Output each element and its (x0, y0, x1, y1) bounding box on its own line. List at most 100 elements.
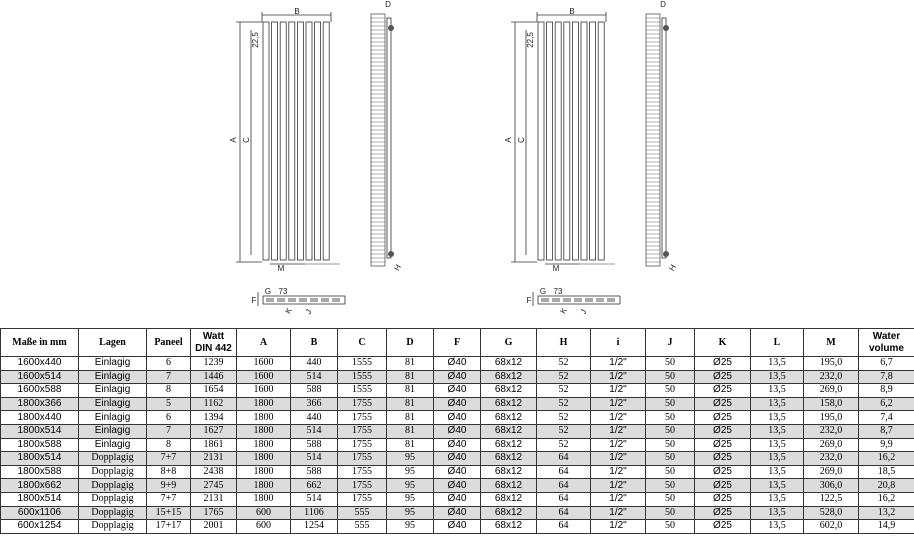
table-cell: 1/2" (590, 505, 646, 521)
table-cell: 64 (536, 451, 591, 466)
table-cell: 9+9 (146, 478, 191, 493)
table-cell: 1800x366 (0, 396, 79, 412)
table-cell: 68x12 (480, 505, 537, 521)
table-cell: 13,5 (750, 423, 804, 439)
table-cell: 1755 (337, 396, 387, 412)
drawing-label: C (242, 137, 251, 143)
table-cell: 232,0 (803, 451, 859, 466)
table-cell: 1755 (337, 478, 387, 493)
table-cell: 52 (536, 437, 591, 453)
fin (585, 298, 593, 302)
table-cell: 122,5 (803, 491, 859, 507)
panel (546, 21, 553, 261)
table-row: 1800x514 Einlagig 7 1627 1800 514 1755 81 Ø40 68x… (0, 423, 914, 439)
table-cell: 1600 (236, 383, 291, 398)
fin (563, 298, 571, 302)
table-cell: 1800x514 (0, 423, 79, 439)
fin (266, 298, 274, 302)
table-cell: Ø40 (433, 410, 481, 425)
table-cell: Ø40 (433, 356, 481, 371)
table-cell: 600x1106 (0, 505, 79, 521)
table-cell: 195,0 (803, 356, 859, 371)
drawing-label: J (579, 308, 589, 316)
table-row: 1600x440 Einlagig 6 1239 1600 440 1555 81 Ø40 68x… (0, 356, 914, 371)
table-cell: 514 (290, 369, 338, 385)
table-cell: 1800 (236, 464, 291, 480)
table-cell: 50 (645, 396, 695, 412)
drawing-label: B (294, 7, 299, 16)
valve (388, 251, 394, 257)
table-cell: 7 (146, 423, 191, 439)
table-cell: 13,5 (750, 383, 804, 398)
table-cell: Einlagig (78, 356, 147, 371)
header-line: Watt (202, 330, 225, 342)
table-cell: 1162 (190, 396, 237, 412)
table-cell: 1755 (337, 464, 387, 480)
panel (537, 21, 545, 261)
table-cell: 1600x588 (0, 383, 79, 398)
table-cell: 95 (386, 464, 434, 480)
table-cell: 68x12 (480, 410, 537, 425)
table-cell: 1/2" (590, 491, 646, 507)
panel (305, 21, 313, 261)
table-cell: 50 (645, 383, 695, 398)
table-cell: 1555 (337, 356, 387, 371)
table-cell: 1755 (337, 410, 387, 425)
panel (314, 21, 322, 261)
table-cell: 95 (386, 478, 434, 493)
table-cell: 7,8 (858, 369, 914, 385)
table-cell: Einlagig (78, 410, 147, 425)
table-cell: 13,5 (750, 464, 804, 480)
table-cell: 269,0 (803, 464, 859, 480)
table-cell: 50 (645, 369, 695, 385)
table-row: 600x1106 Dopplagig 15+15 1765 600 1106 555 95 Ø4… (0, 505, 914, 521)
table-cell: 15+15 (146, 505, 191, 521)
table-cell: 269,0 (803, 437, 859, 453)
table-cell: 440 (290, 356, 338, 371)
table-cell: 50 (645, 519, 695, 534)
table-cell: 52 (536, 383, 591, 398)
table-cell: 6 (146, 410, 191, 425)
table-cell: Dopplagig (78, 464, 147, 480)
table-cell: 1/2" (590, 464, 646, 480)
header-line: Water (872, 330, 901, 342)
header-line: DIN 442 (195, 342, 232, 354)
table-cell: 20,8 (858, 478, 914, 493)
table-cell: 16,2 (858, 491, 914, 507)
drawing-label: 22,5 (526, 32, 535, 48)
table-cell: 588 (290, 383, 338, 398)
table-cell: Ø25 (694, 396, 751, 412)
table-cell: 50 (645, 478, 695, 493)
table-cell: Ø40 (433, 505, 481, 521)
table-cell: 1555 (337, 383, 387, 398)
table-row: 1800x514 Dopplagig 7+7 2131 1800 514 1755 95 Ø40… (0, 451, 914, 466)
drawing-label: K (558, 306, 569, 316)
table-cell: 1800 (236, 451, 291, 466)
fin (310, 298, 318, 302)
column-header: L (750, 328, 804, 357)
table-cell: Ø40 (433, 451, 481, 466)
table-cell: 1800x514 (0, 451, 79, 466)
column-header: H (536, 328, 591, 357)
fin (541, 298, 549, 302)
table-cell: Ø25 (694, 505, 751, 521)
table-cell: 1800x662 (0, 478, 79, 493)
table-cell: 64 (536, 491, 591, 507)
table-cell: 81 (386, 410, 434, 425)
column-header: Lagen (78, 328, 147, 357)
table-cell: 64 (536, 505, 591, 521)
table-cell: 600x1254 (0, 519, 79, 534)
table-cell: Dopplagig (78, 491, 147, 507)
table-cell: Dopplagig (78, 505, 147, 521)
table-cell: 662 (290, 478, 338, 493)
table-cell: 1254 (290, 519, 338, 534)
table-cell: 1394 (190, 410, 237, 425)
table-cell: 64 (536, 464, 591, 480)
table-cell: Ø40 (433, 491, 481, 507)
panel (580, 21, 588, 261)
table-cell: 1755 (337, 437, 387, 453)
table-cell: 600 (236, 505, 291, 521)
table-cell: 1600 (236, 369, 291, 385)
table-cell: 68x12 (480, 437, 537, 453)
